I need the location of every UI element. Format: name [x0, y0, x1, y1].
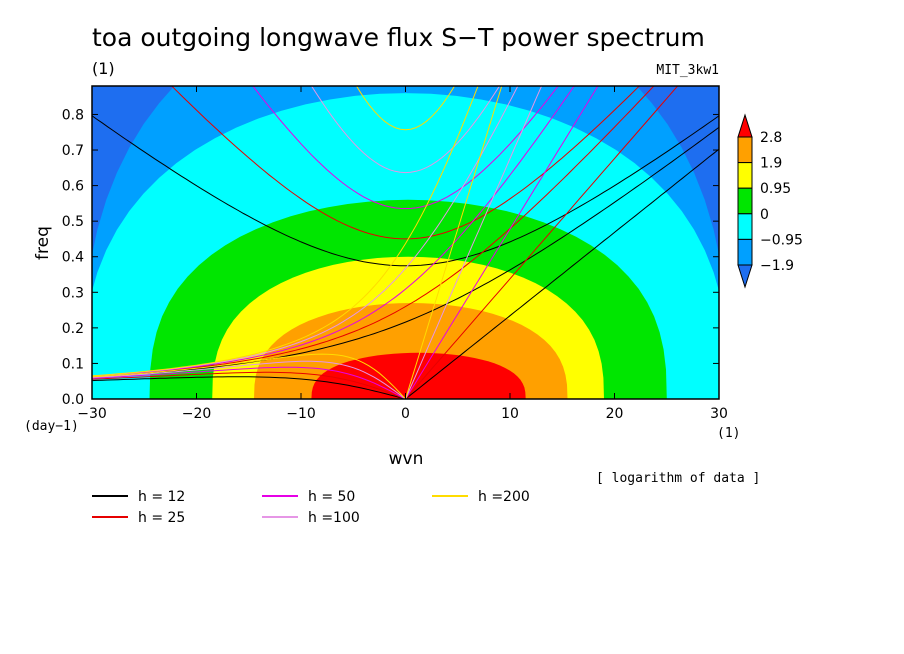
inertia-gravity-curve	[171, 86, 640, 240]
legend-label: h = 12	[138, 489, 185, 505]
colorbar-label: 0.95	[760, 181, 791, 197]
legend-label: h =200	[478, 489, 530, 505]
y-axis-label: freq	[33, 226, 53, 260]
y-tick-label: 0.2	[62, 321, 84, 337]
colorbar-swatch	[737, 238, 753, 266]
colorbar-label: 2.8	[760, 130, 782, 146]
x-tick-label: 10	[501, 406, 519, 422]
x-tick-label: 20	[606, 406, 624, 422]
y-tick-label: 0.3	[62, 285, 84, 301]
colorbar-label: −1.9	[760, 258, 794, 274]
rossby-wave-curve	[92, 371, 406, 399]
spectrum-field	[92, 86, 719, 399]
x-axis-label: wvn	[389, 449, 424, 469]
legend-label: h =100	[308, 510, 360, 526]
colorbar-label: −0.95	[760, 232, 803, 248]
y-unit-label: (day−1)	[24, 419, 79, 434]
kelvin-wave-curve	[405, 86, 503, 399]
legend: h = 12 h = 25 h = 50 h =100 h =200	[92, 489, 530, 526]
dispersion-curves	[92, 86, 719, 399]
colorbar: 2.8 1.9 0.95 0 −0.95 −1.9	[737, 113, 803, 289]
inertia-gravity-curve	[355, 86, 456, 131]
mrg-wave-curve	[92, 86, 479, 377]
inertia-gravity-curve	[310, 86, 501, 174]
field-level-band	[311, 352, 526, 399]
colorbar-min-arrow	[737, 264, 753, 289]
x-tick-label: −30	[77, 406, 107, 422]
y-tick-label: 0.4	[62, 250, 84, 266]
x-tick-label: 0	[401, 406, 410, 422]
chart-title: toa outgoing longwave flux S−T power spe…	[92, 23, 705, 52]
y-tick-label: 0.6	[62, 179, 84, 195]
legend-label: h = 50	[308, 489, 355, 505]
mrg-wave-curve	[92, 126, 719, 378]
y-tick-label: 0.7	[62, 143, 84, 159]
x-tick-label: −10	[286, 406, 316, 422]
chart-subtitle-left: (1)	[92, 59, 115, 78]
colorbar-label: 1.9	[760, 156, 782, 172]
inertia-gravity-curve	[92, 115, 719, 267]
legend-label: h = 25	[138, 510, 185, 526]
kelvin-wave-curve	[405, 86, 599, 399]
y-axis: 0.0 0.1 0.2 0.3 0.4 0.5 0.6 0.7 0.8	[62, 107, 719, 408]
chart-subtitle-right: MIT_3kw1	[656, 63, 719, 78]
data-note: [ logarithm of data ]	[596, 471, 760, 486]
rossby-wave-curve	[92, 353, 406, 399]
y-tick-label: 0.8	[62, 107, 84, 123]
x-axis: −30 −20 −10 0 10 20 30	[77, 86, 728, 422]
y-tick-label: 0.1	[62, 356, 84, 372]
colorbar-swatch	[737, 213, 753, 240]
colorbar-swatch	[737, 162, 753, 189]
rossby-wave-curve	[92, 366, 406, 399]
kelvin-wave-curve	[405, 148, 719, 399]
x-tick-label: 30	[710, 406, 728, 422]
y-tick-label: 0.0	[62, 392, 84, 408]
colorbar-label: 0	[760, 207, 769, 223]
kelvin-wave-curve	[405, 86, 679, 399]
rossby-wave-curve	[92, 360, 406, 399]
rossby-wave-curve	[92, 376, 406, 399]
x-unit-label: (1)	[717, 426, 740, 441]
mrg-wave-curve	[92, 86, 575, 377]
colorbar-swatch	[737, 136, 753, 164]
y-tick-label: 0.5	[62, 214, 84, 230]
x-tick-label: −20	[182, 406, 212, 422]
colorbar-max-arrow	[737, 113, 753, 138]
mrg-wave-curve	[92, 86, 519, 377]
mrg-wave-curve	[92, 86, 655, 378]
kelvin-wave-curve	[405, 86, 543, 399]
inertia-gravity-curve	[252, 86, 559, 210]
colorbar-swatch	[737, 187, 753, 215]
